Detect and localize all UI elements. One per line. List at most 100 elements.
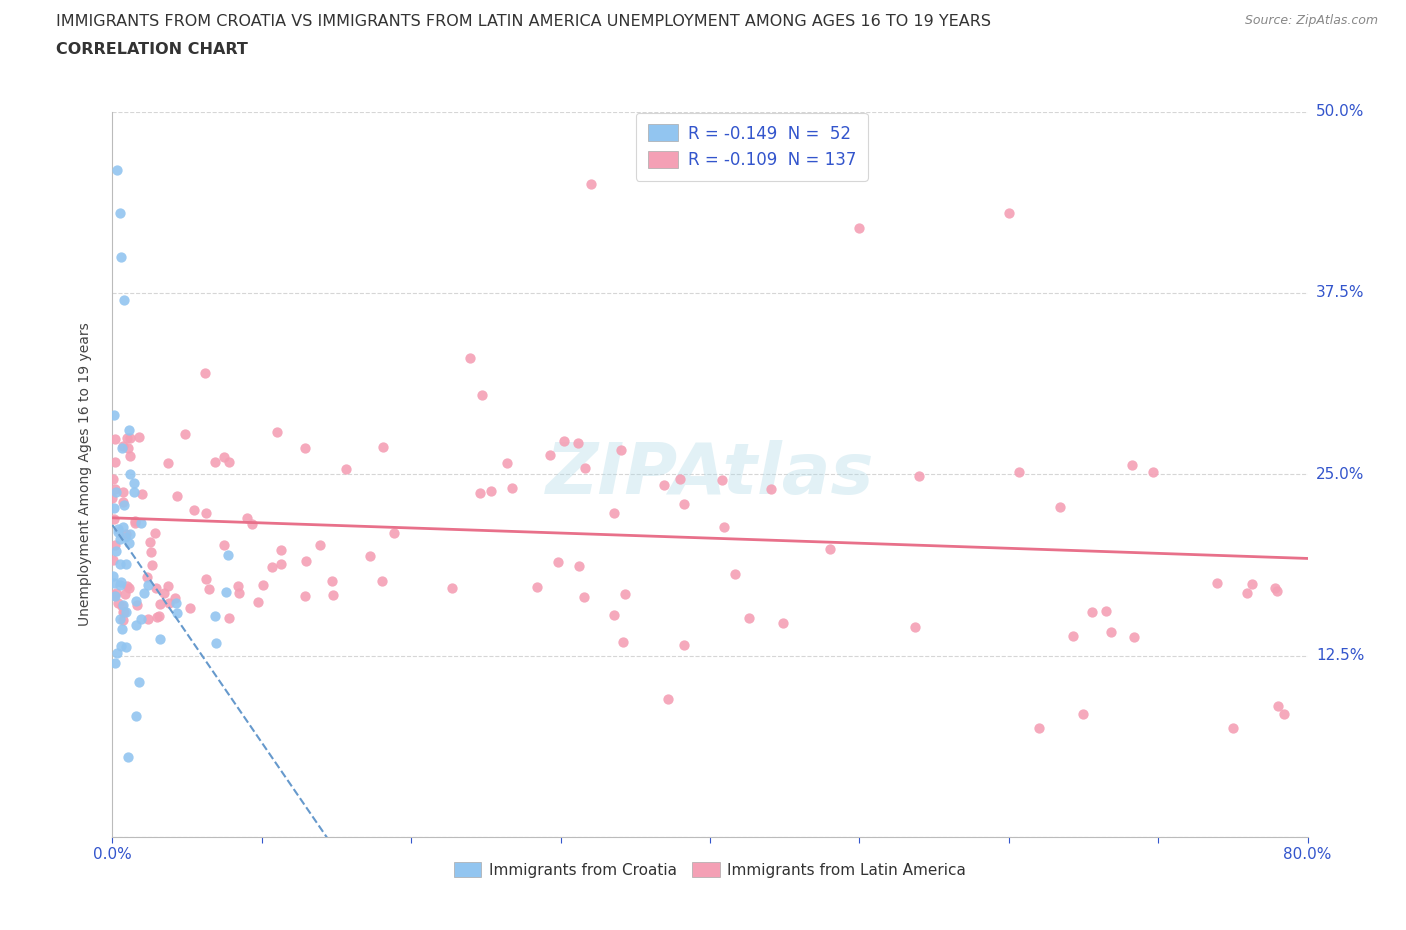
Point [124,515,146,530]
Point [174,426,197,441]
Point [382,525,405,540]
Point [579,177,602,192]
Point [111,621,134,636]
Point [118,423,141,438]
Point [134,586,156,601]
Point [218,610,240,625]
Point [157,595,180,610]
Point [553,433,575,448]
Point [136,570,159,585]
Point [114,526,136,541]
Point [657,692,679,707]
Point [614,587,637,602]
Point [136,612,159,627]
Point [125,597,148,612]
Point [104,432,127,446]
Point [603,506,626,521]
Text: IMMIGRANTS FROM CROATIA VS IMMIGRANTS FROM LATIN AMERICA UNEMPLOYMENT AMONG AGES: IMMIGRANTS FROM CROATIA VS IMMIGRANTS FR… [56,14,991,29]
Point [115,431,138,445]
Point [105,544,128,559]
Point [104,485,127,499]
Point [165,595,187,610]
Point [501,481,523,496]
Point [166,488,188,503]
Point [117,441,139,456]
Point [260,559,283,574]
Point [359,549,381,564]
Point [228,585,250,600]
Point [105,585,128,600]
Point [1267,699,1289,714]
Point [738,610,761,625]
Point [294,589,316,604]
Point [110,556,132,571]
Point [468,485,491,500]
Point [610,442,633,457]
Point [145,581,167,596]
Point [105,162,128,177]
Point [1062,628,1084,643]
Point [998,206,1021,220]
Point [107,522,129,537]
Point [1008,464,1031,479]
Point [713,520,735,535]
Text: 50.0%: 50.0% [1316,104,1364,119]
Point [129,516,152,531]
Point [270,542,292,557]
Point [195,572,218,587]
Point [104,455,127,470]
Point [112,498,135,512]
Point [1142,464,1164,479]
Point [572,590,595,604]
Point [111,599,134,614]
Point [115,604,138,619]
Point [139,544,162,559]
Point [309,538,332,552]
Point [143,525,166,540]
Point [1122,630,1144,644]
Point [240,517,263,532]
Point [107,595,129,610]
Point [198,581,221,596]
Point [603,607,626,622]
Point [526,580,548,595]
Point [111,438,134,453]
Point [214,538,236,552]
Point [117,750,139,764]
Point [194,506,217,521]
Point [1073,706,1095,721]
Point [122,475,145,490]
Point [101,472,124,486]
Point [1081,604,1104,619]
Point [114,293,135,308]
Point [114,530,136,545]
Point [129,612,152,627]
Point [104,589,127,604]
Point [568,559,591,574]
Legend: Immigrants from Croatia, Immigrants from Latin America: Immigrants from Croatia, Immigrants from… [447,856,973,884]
Point [112,520,135,535]
Point [496,456,519,471]
Point [652,477,675,492]
Point [101,569,124,584]
Text: 25.0%: 25.0% [1316,467,1364,482]
Text: Source: ZipAtlas.com: Source: ZipAtlas.com [1244,14,1378,27]
Point [1049,499,1071,514]
Point [157,456,180,471]
Point [112,604,135,619]
Point [112,604,135,619]
Point [105,645,128,660]
Point [120,431,142,445]
Point [212,449,235,464]
Point [818,541,841,556]
Point [104,482,127,497]
Point [772,616,794,631]
Point [1206,576,1229,591]
Point [270,556,292,571]
Point [136,578,159,592]
Point [1028,721,1050,736]
Point [103,500,125,515]
Point [1264,580,1286,595]
Point [371,440,394,455]
Point [111,441,134,456]
